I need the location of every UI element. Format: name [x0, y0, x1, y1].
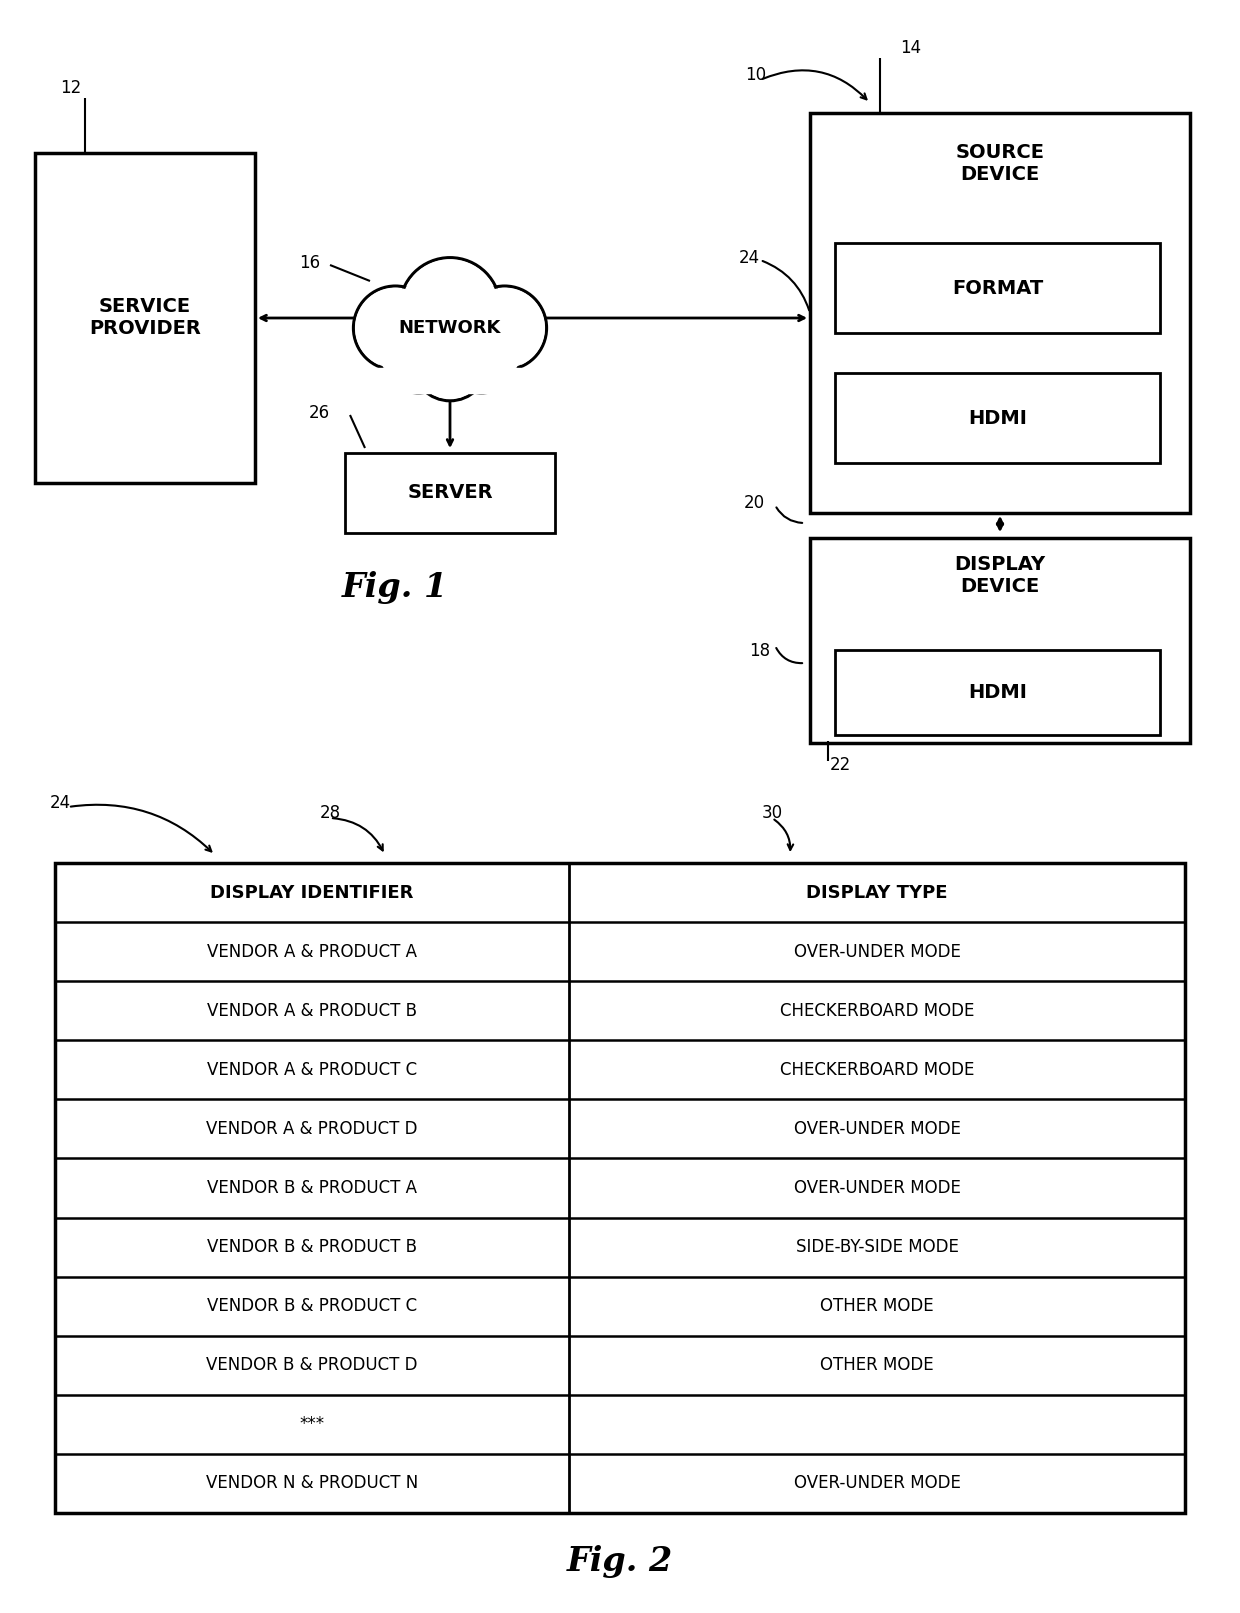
- Circle shape: [353, 286, 438, 369]
- Bar: [810, 113, 1190, 513]
- Text: VENDOR B & PRODUCT C: VENDOR B & PRODUCT C: [207, 1297, 417, 1315]
- Circle shape: [444, 316, 518, 390]
- Text: SOURCE
DEVICE: SOURCE DEVICE: [956, 142, 1044, 184]
- Text: 22: 22: [830, 756, 851, 774]
- Text: SERVICE
PROVIDER: SERVICE PROVIDER: [89, 297, 201, 339]
- Text: ***: ***: [300, 1415, 325, 1434]
- Bar: [835, 244, 1159, 332]
- Bar: [835, 650, 1159, 736]
- Text: VENDOR B & PRODUCT D: VENDOR B & PRODUCT D: [206, 1357, 418, 1374]
- Text: VENDOR B & PRODUCT A: VENDOR B & PRODUCT A: [207, 1179, 417, 1197]
- Text: DISPLAY TYPE: DISPLAY TYPE: [806, 884, 947, 902]
- Text: Fig. 1: Fig. 1: [342, 571, 448, 605]
- Bar: [835, 373, 1159, 463]
- Text: OVER-UNDER MODE: OVER-UNDER MODE: [794, 1474, 961, 1492]
- Text: 16: 16: [299, 253, 320, 273]
- Text: DISPLAY IDENTIFIER: DISPLAY IDENTIFIER: [211, 884, 414, 902]
- Circle shape: [356, 289, 435, 368]
- Text: 30: 30: [763, 803, 784, 823]
- Bar: [335, 368, 565, 394]
- Text: Fig. 2: Fig. 2: [567, 1545, 673, 1578]
- Circle shape: [414, 327, 485, 398]
- Text: 10: 10: [745, 66, 766, 84]
- Text: HDMI: HDMI: [968, 682, 1027, 702]
- Text: VENDOR A & PRODUCT D: VENDOR A & PRODUCT D: [206, 1119, 418, 1137]
- Circle shape: [465, 289, 544, 368]
- Bar: [35, 153, 255, 482]
- Text: SIDE-BY-SIDE MODE: SIDE-BY-SIDE MODE: [796, 1239, 959, 1257]
- Text: SERVER: SERVER: [407, 484, 492, 503]
- Text: CHECKERBOARD MODE: CHECKERBOARD MODE: [780, 1061, 975, 1079]
- Text: 20: 20: [744, 494, 765, 511]
- Text: CHECKERBOARD MODE: CHECKERBOARD MODE: [780, 1002, 975, 1019]
- Text: OVER-UNDER MODE: OVER-UNDER MODE: [794, 942, 961, 961]
- Circle shape: [463, 286, 547, 369]
- Bar: [345, 453, 556, 532]
- Text: OVER-UNDER MODE: OVER-UNDER MODE: [794, 1119, 961, 1137]
- Bar: [810, 539, 1190, 744]
- Text: VENDOR B & PRODUCT B: VENDOR B & PRODUCT B: [207, 1239, 417, 1257]
- Text: 28: 28: [320, 803, 341, 823]
- Circle shape: [441, 313, 521, 394]
- Text: OVER-UNDER MODE: OVER-UNDER MODE: [794, 1179, 961, 1197]
- Circle shape: [399, 258, 501, 358]
- Text: NETWORK: NETWORK: [399, 319, 501, 337]
- Text: 18: 18: [749, 642, 770, 660]
- Text: VENDOR A & PRODUCT A: VENDOR A & PRODUCT A: [207, 942, 417, 961]
- Circle shape: [378, 313, 459, 394]
- Text: VENDOR A & PRODUCT C: VENDOR A & PRODUCT C: [207, 1061, 417, 1079]
- Circle shape: [381, 316, 456, 390]
- Text: OTHER MODE: OTHER MODE: [821, 1297, 934, 1315]
- Text: FORMAT: FORMAT: [952, 279, 1043, 297]
- Text: VENDOR A & PRODUCT B: VENDOR A & PRODUCT B: [207, 1002, 417, 1019]
- Text: HDMI: HDMI: [968, 408, 1027, 427]
- Text: 24: 24: [739, 248, 760, 268]
- Circle shape: [402, 260, 498, 356]
- Text: 12: 12: [60, 79, 82, 97]
- Bar: [55, 863, 1185, 1513]
- Text: 14: 14: [900, 39, 921, 56]
- Text: DISPLAY
DEVICE: DISPLAY DEVICE: [955, 555, 1045, 597]
- Text: VENDOR N & PRODUCT N: VENDOR N & PRODUCT N: [206, 1474, 418, 1492]
- Text: 24: 24: [50, 794, 71, 811]
- Text: OTHER MODE: OTHER MODE: [821, 1357, 934, 1374]
- Text: 26: 26: [309, 403, 330, 423]
- Circle shape: [412, 326, 487, 400]
